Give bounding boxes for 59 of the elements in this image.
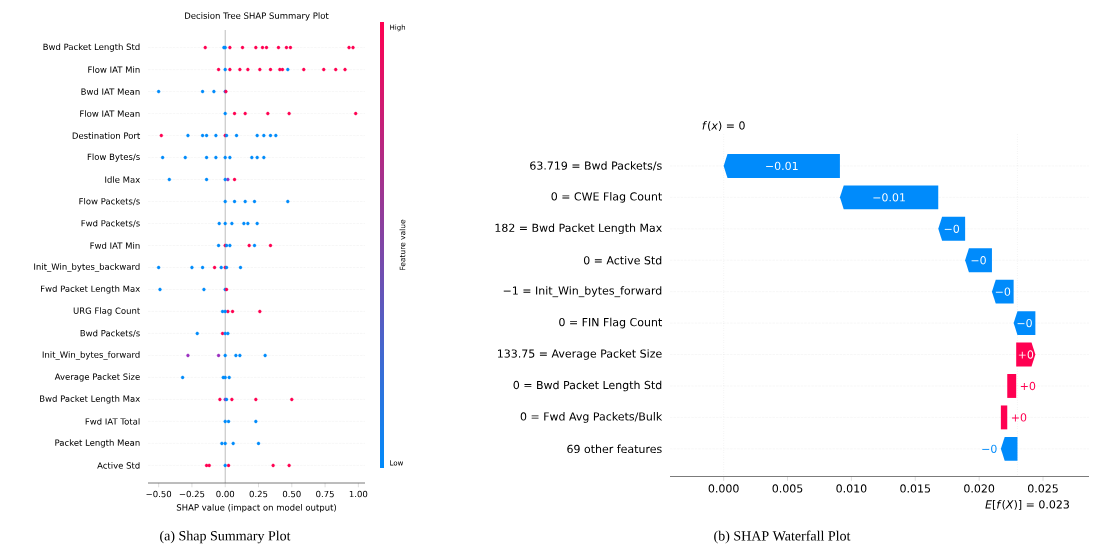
data-label: +0 xyxy=(1018,350,1034,359)
y-tick-label: Fwd Packet Length Max xyxy=(41,285,140,294)
y-tick-label: 0 = FIN Flag Count xyxy=(559,317,662,329)
y-tick-label: Packet Length Mean xyxy=(55,439,140,448)
x-tick-label: 0.75 xyxy=(316,490,334,498)
y-tick-label: Fwd IAT Total xyxy=(85,418,140,425)
x-tick-label: −0.25 xyxy=(179,490,205,498)
y-tick-label: 0 = Active Std xyxy=(583,255,662,265)
y-tick-label: Bwd Packets/s xyxy=(80,329,140,338)
x-tick-label: 0.25 xyxy=(249,490,268,498)
x-tick-label: 0.010 xyxy=(836,484,867,493)
y-tick-label: 133.75 = Average Packet Size xyxy=(498,349,662,360)
y-tick-label: 0 = Bwd Packet Length Std xyxy=(513,380,662,392)
y-tick-label: 182 = Bwd Packet Length Max xyxy=(495,223,662,235)
y-tick-label: Idle Max xyxy=(105,176,140,183)
y-tick-label: Bwd Packet Length Max xyxy=(40,395,140,404)
y-tick-label: Active Std xyxy=(97,462,140,469)
data-label: −0.01 xyxy=(873,193,905,202)
ref-line-label: f(x) = 0 xyxy=(702,121,745,131)
x-tick-label: 0.025 xyxy=(1028,484,1058,493)
y-tick-label: 69 other features xyxy=(567,444,662,454)
data-label: −0 xyxy=(944,224,960,233)
y-tick-label: Bwd Packet Length Std xyxy=(43,43,140,52)
y-tick-label: URG Flag Count xyxy=(73,307,141,316)
ref-line-label: E[f(X)] = 0.023 xyxy=(985,500,1069,510)
data-label: +0 xyxy=(1011,413,1027,422)
x-tick-label: 0.015 xyxy=(900,484,931,493)
data-label: −0 xyxy=(971,256,986,265)
x-tick-label: 0.020 xyxy=(964,484,995,493)
data-label: −0 xyxy=(1017,318,1032,328)
x-tick-label: 1.00 xyxy=(349,490,368,498)
data-label: −0 xyxy=(995,287,1011,296)
y-tick-label: Bwd IAT Mean xyxy=(81,88,140,95)
y-tick-label: Flow IAT Min xyxy=(88,66,140,73)
y-tick-label: Flow Packets/s xyxy=(79,197,140,206)
x-tick-label: 0.00 xyxy=(216,490,235,498)
y-tick-label: Flow Bytes/s xyxy=(87,153,140,162)
y-tick-label: Average Packet Size xyxy=(54,373,140,382)
x-tick-label: 0.000 xyxy=(708,484,739,493)
data-label: −0.01 xyxy=(766,161,798,171)
text: (b) SHAP Waterfall Plot xyxy=(714,530,851,544)
x-tick-label: 0.005 xyxy=(772,484,803,493)
y-tick-label: Flow IAT Mean xyxy=(80,110,140,117)
y-tick-label: Fwd Packets/s xyxy=(81,219,140,228)
chart-title: Decision Tree SHAP Summary Plot xyxy=(185,12,329,21)
y-tick-label: Fwd IAT Min xyxy=(90,242,140,249)
data-label: +0 xyxy=(1020,381,1036,391)
x-tick-label: 0.50 xyxy=(282,490,301,498)
y-tick-label: Destination Port xyxy=(72,132,141,139)
y-tick-label: Init_Win_bytes_forward xyxy=(42,351,140,360)
data-label: −0 xyxy=(982,444,997,453)
text: (a) Shap Summary Plot xyxy=(160,530,291,544)
y-tick-label: 0 = Fwd Avg Packets/Bulk xyxy=(520,412,663,423)
y-tick-label: 63.719 = Bwd Packets/s xyxy=(530,161,662,171)
x-tick-label: −0.50 xyxy=(146,490,172,498)
y-tick-label: 0 = CWE Flag Count xyxy=(551,192,662,203)
x-axis-title: SHAP value (impact on model output) xyxy=(176,504,336,513)
y-tick-label: −1 = Init_Win_bytes_forward xyxy=(503,286,662,298)
y-tick-label: Init_Win_bytes_backward xyxy=(34,263,140,272)
